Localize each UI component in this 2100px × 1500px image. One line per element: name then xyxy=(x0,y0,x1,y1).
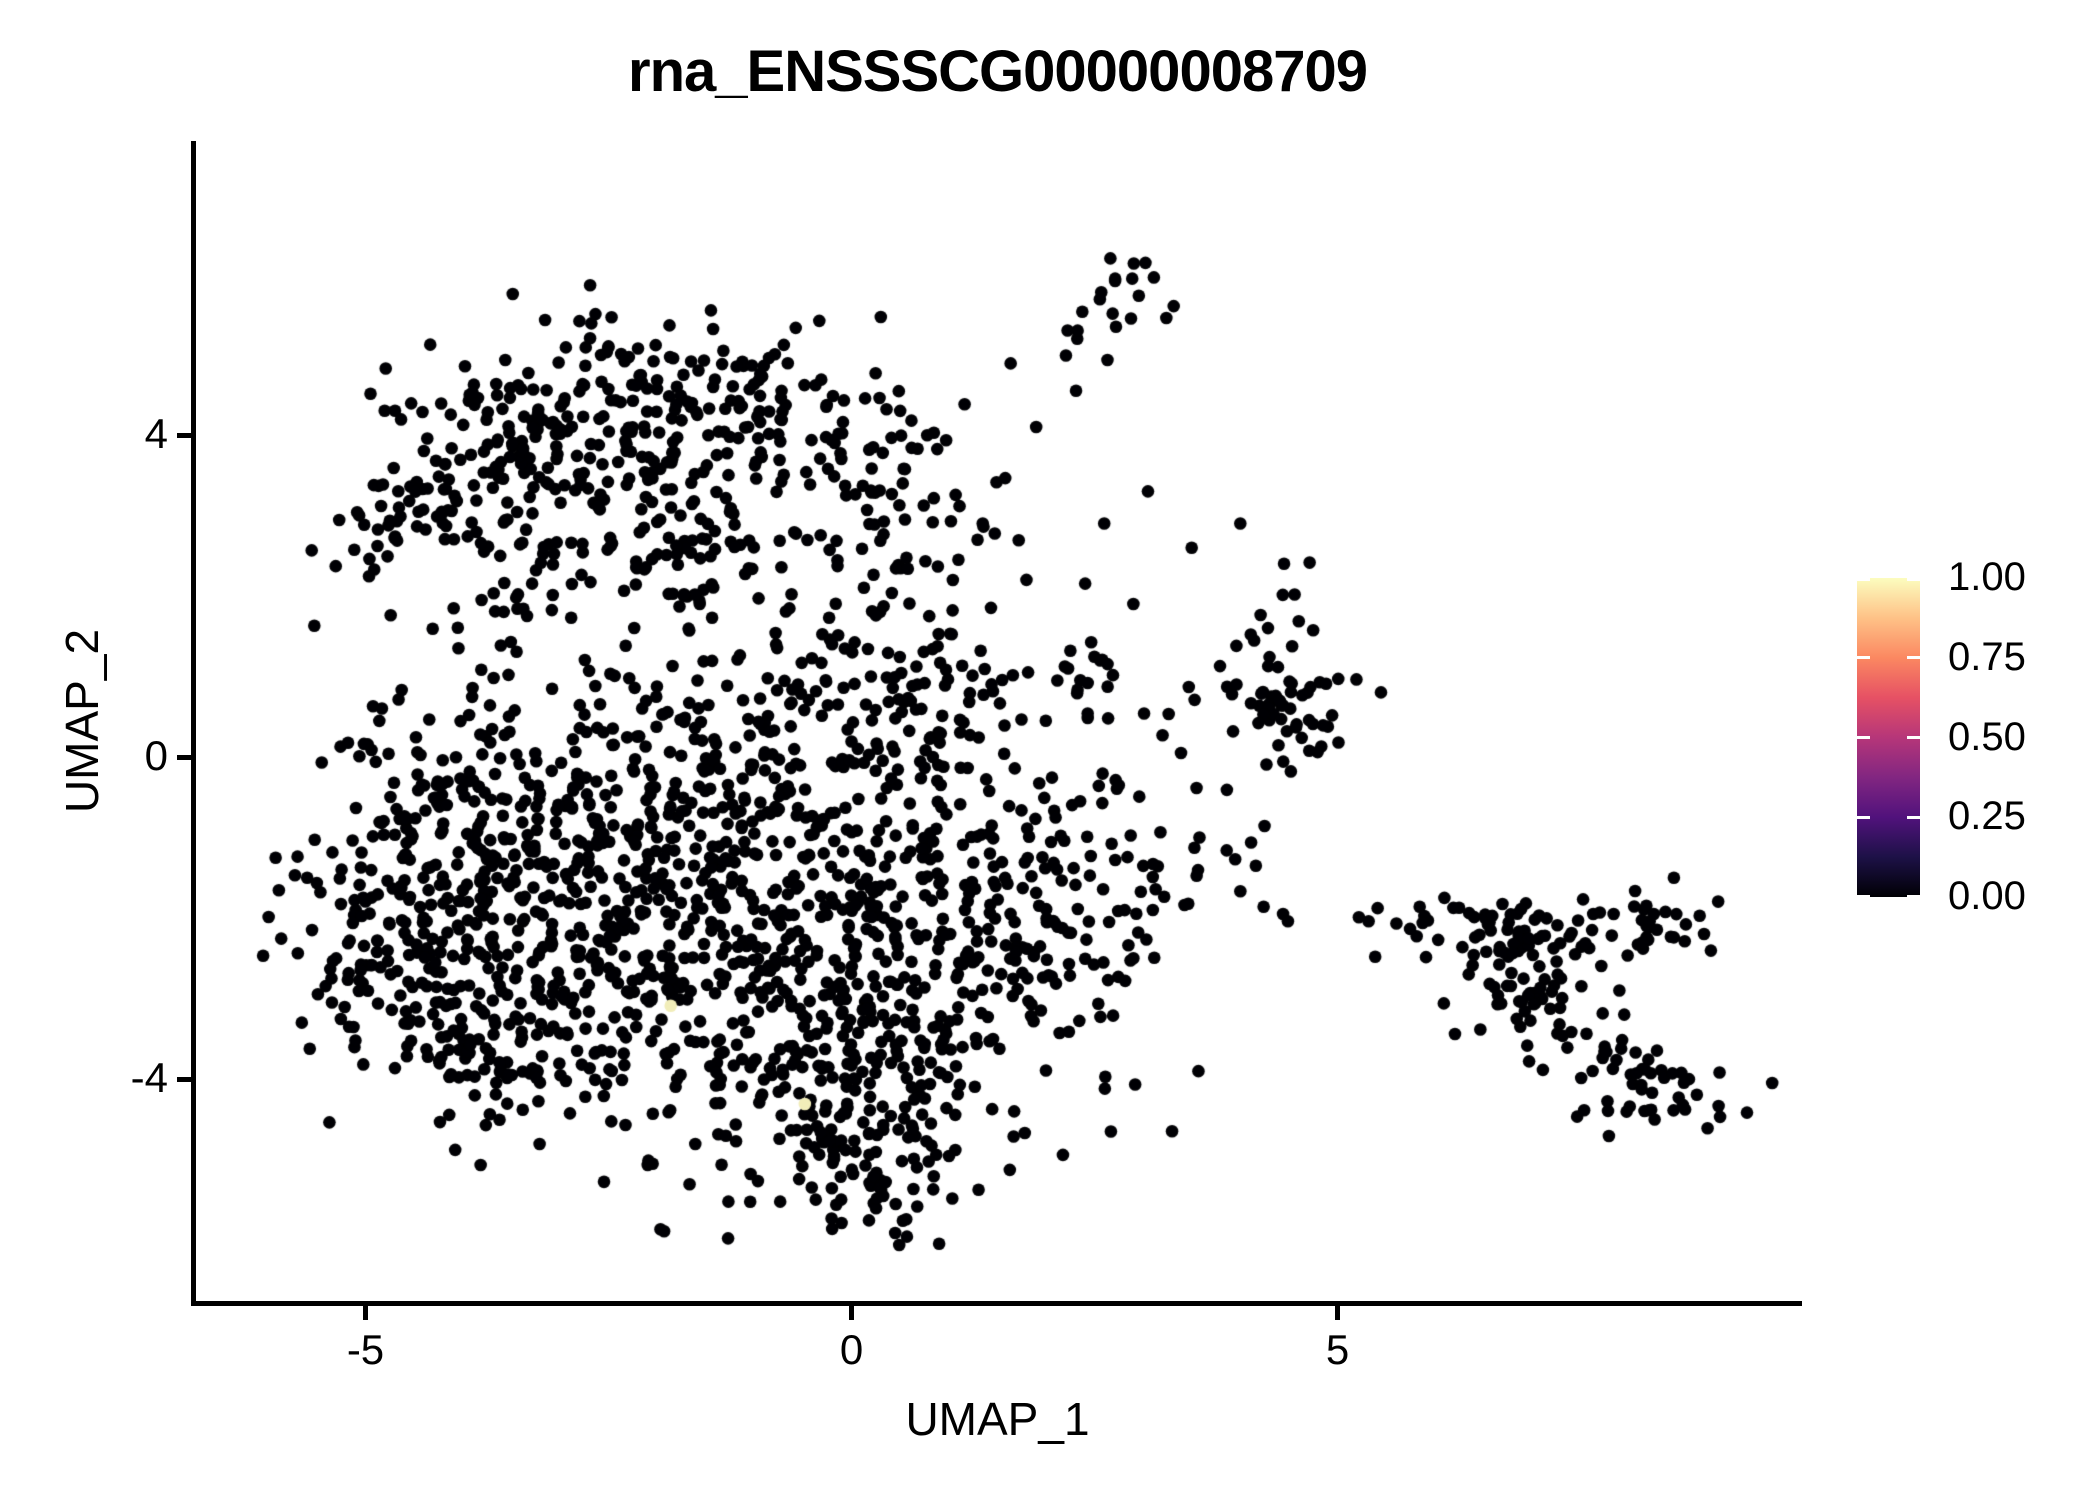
colorbar-tick-label: 1.00 xyxy=(1948,555,2026,599)
colorbar-tick-mark xyxy=(1857,895,1870,898)
colorbar-tick-mark xyxy=(1907,578,1920,581)
x-tick-mark xyxy=(1335,1306,1340,1320)
colorbar-tick-mark xyxy=(1907,736,1920,739)
x-tick-label: 5 xyxy=(1325,1326,1350,1373)
y-tick-label: 4 xyxy=(144,410,168,457)
x-axis-title: UMAP_1 xyxy=(905,1393,1090,1445)
colorbar-tick-mark xyxy=(1907,656,1920,660)
colorbar-tick-label: 0.25 xyxy=(1948,794,2026,839)
colorbar-tick-mark xyxy=(1857,736,1870,739)
colorbar-tick-mark xyxy=(1907,895,1920,898)
colorbar-tick-mark xyxy=(1907,815,1920,819)
y-tick-mark xyxy=(177,1076,191,1082)
colorbar-tick-label: 0.00 xyxy=(1948,874,2026,918)
y-tick-label: -4 xyxy=(130,1054,168,1101)
x-axis-line xyxy=(191,1301,1802,1306)
y-axis-line xyxy=(191,141,196,1306)
x-tick-mark xyxy=(849,1306,854,1320)
colorbar-tick-mark xyxy=(1857,578,1870,581)
chart-title: rna_ENSSSCG00000008709 xyxy=(628,39,1368,104)
x-tick-mark xyxy=(363,1306,368,1320)
x-tick-label: 0 xyxy=(839,1326,864,1373)
colorbar-tick-label: 0.50 xyxy=(1948,714,2026,759)
colorbar-tick-label: 0.75 xyxy=(1948,634,2026,679)
y-tick-mark xyxy=(177,432,191,438)
y-tick-mark xyxy=(177,754,191,760)
colorbar-tick-mark xyxy=(1857,656,1870,660)
y-axis-title: UMAP_2 xyxy=(56,628,108,814)
x-tick-label: -5 xyxy=(346,1326,385,1373)
colorbar-tick-mark xyxy=(1857,815,1870,819)
y-tick-label: 0 xyxy=(144,732,168,779)
